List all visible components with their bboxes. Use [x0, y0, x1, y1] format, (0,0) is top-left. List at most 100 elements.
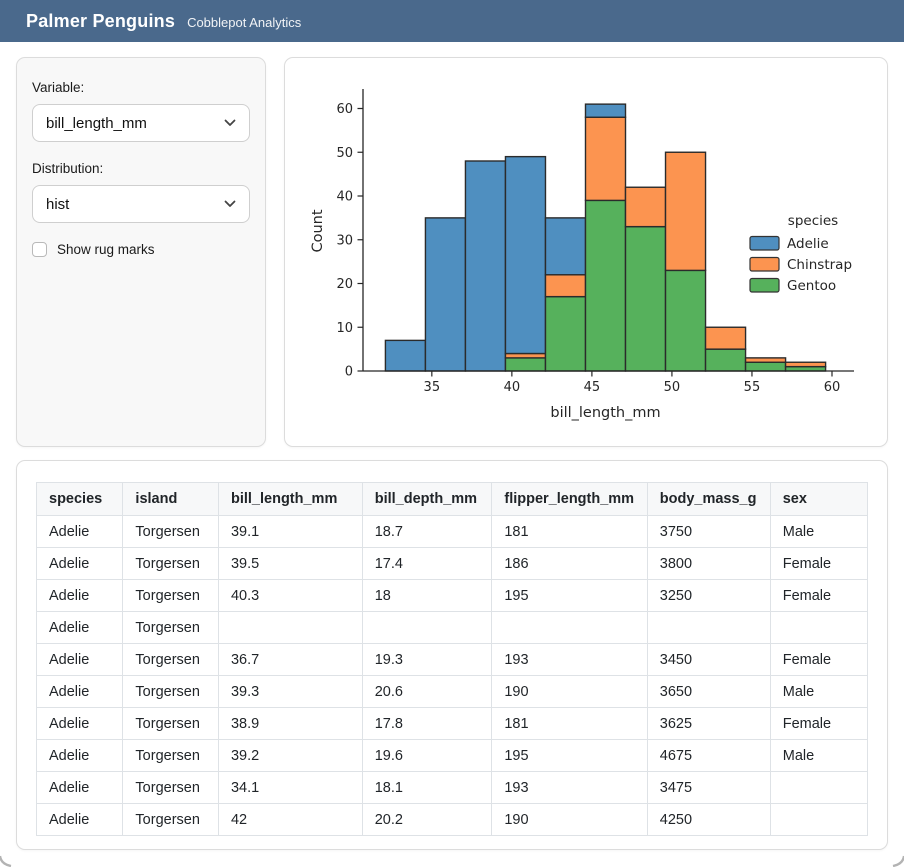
table-cell: [491, 611, 648, 644]
table-cell: Torgersen: [122, 579, 219, 612]
chevron-down-icon: [224, 119, 236, 126]
distribution-label: Distribution:: [32, 161, 104, 176]
x-tick-label: 60: [824, 380, 841, 395]
variable-select-value: bill_length_mm: [46, 114, 147, 132]
y-tick-label: 20: [336, 277, 353, 292]
table-cell: 34.1: [217, 771, 363, 804]
table-cell: 38.9: [217, 707, 363, 740]
variable-label: Variable:: [32, 80, 85, 95]
legend-swatch-gentoo: [749, 277, 780, 293]
table-cell: 3650: [646, 675, 771, 708]
table-cell: Adelie: [35, 579, 124, 612]
y-tick-label: 60: [336, 102, 353, 117]
table-row: Adelie Torgersen 42 20.2 190 4250: [35, 803, 869, 836]
y-tick-label: 50: [336, 146, 353, 161]
distribution-select[interactable]: hist: [32, 185, 250, 223]
legend-swatch-chinstrap: [749, 256, 780, 272]
x-tick-label: 45: [584, 380, 601, 395]
y-tick-label: 40: [336, 190, 353, 205]
table-row: Adelie Torgersen 39.5 17.4 186 3800 Female: [35, 547, 869, 580]
controls-sidebar: Variable: bill_length_mm Distribution: h…: [16, 57, 266, 447]
app-header: Palmer Penguins Cobblepot Analytics: [0, 0, 904, 42]
table-cell: 3450: [646, 643, 771, 676]
main-content: Variable: bill_length_mm Distribution: h…: [0, 42, 904, 850]
table-cell: Adelie: [35, 803, 124, 836]
table-cell: 18: [361, 579, 493, 612]
column-header: sex: [769, 482, 869, 516]
table-cell: 20.6: [361, 675, 493, 708]
x-tick-label: 40: [504, 380, 521, 395]
table-row: Adelie Torgersen 34.1 18.1 193 3475: [35, 771, 869, 804]
column-header: species: [35, 482, 124, 516]
table-cell: [769, 803, 869, 836]
table-cell: 42: [217, 803, 363, 836]
table-cell: 18.7: [361, 515, 493, 548]
legend-label: Gentoo: [787, 278, 836, 294]
table-cell: Torgersen: [122, 547, 219, 580]
window-corner-left: [0, 855, 12, 867]
legend-label: Adelie: [787, 236, 829, 252]
table-cell: Male: [769, 515, 869, 548]
table-cell: [769, 611, 869, 644]
table-cell: Adelie: [35, 675, 124, 708]
table-row: Adelie Torgersen 39.2 19.6 195 4675 Male: [35, 739, 869, 772]
table-cell: Torgersen: [122, 803, 219, 836]
table-cell: 190: [491, 675, 648, 708]
table-cell: [646, 611, 771, 644]
show-rug-checkbox[interactable]: [32, 242, 47, 257]
bar-segment-adelie: [544, 217, 587, 276]
table-cell: Torgersen: [122, 611, 219, 644]
table-cell: 181: [491, 515, 648, 548]
bar-segment-adelie: [504, 155, 547, 355]
y-axis-label: Count: [310, 209, 326, 252]
table-cell: Adelie: [35, 547, 124, 580]
window-corner-right: [892, 855, 904, 867]
legend-swatch-adelie: [749, 235, 780, 251]
bar-segment-gentoo: [664, 269, 707, 372]
table-cell: 20.2: [361, 803, 493, 836]
table-cell: Torgersen: [122, 515, 219, 548]
bar-segment-gentoo: [504, 357, 547, 372]
bar-segment-adelie: [384, 339, 427, 372]
table-cell: 4250: [646, 803, 771, 836]
table-cell: 19.3: [361, 643, 493, 676]
table-cell: Female: [769, 707, 869, 740]
table-cell: Torgersen: [122, 675, 219, 708]
table-cell: Adelie: [35, 515, 124, 548]
chart-legend: [749, 235, 780, 293]
table-cell: Adelie: [35, 707, 124, 740]
table-cell: 17.8: [361, 707, 493, 740]
table-header-row: species island bill_length_mm bill_depth_mm…: [35, 482, 869, 516]
table-cell: 4675: [646, 739, 771, 772]
table-cell: Torgersen: [122, 771, 219, 804]
column-header: body_mass_g: [646, 482, 771, 516]
y-tick-label: 10: [336, 321, 353, 336]
table-cell: 3250: [646, 579, 771, 612]
legend-label: Chinstrap: [787, 257, 852, 273]
y-tick-label: 0: [345, 365, 353, 380]
table-row: Adelie Torgersen 40.3 18 195 3250 Female: [35, 579, 869, 612]
bar-segment-gentoo: [744, 361, 787, 372]
bar-segment-gentoo: [544, 295, 587, 372]
column-header: bill_depth_mm: [361, 482, 493, 516]
bar-segment-gentoo: [584, 199, 627, 372]
x-tick-label: 35: [424, 380, 441, 395]
bar-segment-gentoo: [624, 225, 667, 372]
variable-select[interactable]: bill_length_mm: [32, 104, 250, 142]
table-cell: 193: [491, 771, 648, 804]
x-tick-label: 55: [744, 380, 761, 395]
table-cell: 186: [491, 547, 648, 580]
show-rug-label: Show rug marks: [57, 242, 155, 257]
table-cell: 193: [491, 643, 648, 676]
x-axis-label: bill_length_mm: [550, 405, 660, 421]
table-cell: 39.1: [217, 515, 363, 548]
page-title: Palmer Penguins: [26, 11, 176, 31]
table-row: Adelie Torgersen 39.1 18.7 181 3750 Male: [35, 515, 869, 548]
table-cell: 3475: [646, 771, 771, 804]
bar-segment-chinstrap: [624, 186, 667, 228]
table-cell: 195: [491, 579, 648, 612]
table-header: species island bill_length_mm bill_depth_mm…: [35, 482, 869, 516]
table-cell: 190: [491, 803, 648, 836]
table-cell: 39.5: [217, 547, 363, 580]
